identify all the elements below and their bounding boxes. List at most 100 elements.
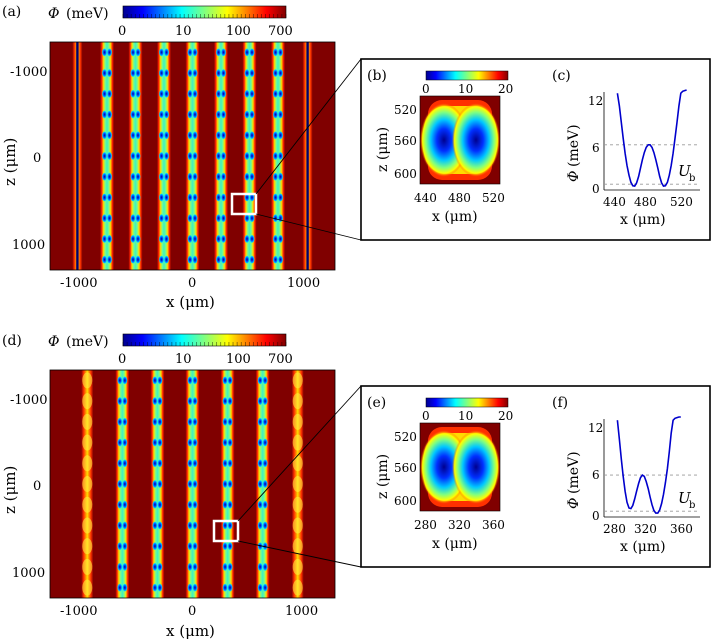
- potential-well: [187, 417, 193, 427]
- potential-well: [192, 438, 198, 447]
- potential-well: [130, 110, 136, 119]
- ytick-label: 1000: [12, 566, 45, 581]
- potential-well: [101, 89, 108, 99]
- edge-blob: [82, 558, 93, 575]
- potential-well: [101, 172, 108, 181]
- y-axis-unit: (meV): [566, 451, 582, 494]
- potential-well: [135, 131, 141, 140]
- ytick-label: 12: [588, 421, 603, 435]
- potential-well: [163, 48, 170, 57]
- potential-well: [249, 234, 255, 244]
- inset-frame-bottom: [360, 385, 711, 568]
- potential-well: [158, 172, 165, 181]
- potential-well: [272, 110, 279, 119]
- potential-well: [122, 459, 128, 468]
- potential-well: [101, 234, 108, 244]
- xtick-label: 480: [448, 191, 471, 205]
- y-axis-label: z (μm): [1, 466, 19, 514]
- potential-well: [192, 396, 198, 406]
- highlight-box: [212, 519, 240, 543]
- potential-well: [215, 48, 222, 57]
- potential-well: [157, 376, 163, 385]
- potential-well: [135, 172, 141, 181]
- colorbar-tick-label: 0: [118, 352, 126, 367]
- potential-well: [187, 255, 193, 264]
- colorbar-tick-label: 0: [118, 24, 126, 39]
- potential-well: [249, 255, 255, 264]
- potential-well: [262, 541, 268, 551]
- potential-well: [117, 479, 123, 489]
- potential-well: [272, 68, 279, 78]
- potential-well: [227, 521, 233, 530]
- potential-well: [277, 68, 284, 78]
- potential-well: [158, 110, 165, 119]
- potential-well: [215, 172, 222, 181]
- potential-well: [220, 110, 227, 119]
- potential-well: [135, 151, 141, 161]
- potential-curve: [616, 416, 681, 514]
- xtick-label: 0: [188, 604, 196, 619]
- potential-well: [130, 131, 136, 140]
- potential-well: [249, 89, 255, 99]
- potential-well: [277, 213, 284, 223]
- potential-well: [452, 103, 500, 177]
- xtick-label: 280: [603, 522, 626, 536]
- potential-well: [187, 521, 193, 530]
- potential-curve: [616, 89, 687, 187]
- potential-well: [277, 131, 284, 140]
- x-axis-label: x (μm): [432, 536, 478, 552]
- potential-well: [272, 151, 279, 161]
- potential-well: [220, 89, 227, 99]
- channel-edge-core: [76, 42, 79, 270]
- potential-well: [157, 562, 163, 572]
- zoom-connector-line: [237, 385, 362, 522]
- ytick-label: 560: [394, 134, 417, 148]
- potential-well: [222, 459, 228, 468]
- edge-blob: [82, 372, 93, 389]
- panel-a: (a) Φ (meV) 0 10 100 700 -1000 0 1000 -1…: [1, 4, 362, 311]
- xtick-label: -1000: [60, 604, 97, 619]
- panel-d: (d) Φ (meV) 0 10 100 700 -1000 0 1000 -1…: [1, 333, 362, 640]
- potential-well: [117, 396, 123, 406]
- potential-well: [227, 479, 233, 489]
- potential-well: [220, 68, 227, 78]
- potential-well: [101, 151, 108, 161]
- potential-well: [152, 396, 158, 406]
- xtick-label: 520: [670, 195, 693, 209]
- potential-well: [257, 459, 263, 468]
- potential-well: [262, 417, 268, 427]
- potential-well: [163, 213, 170, 223]
- potential-well: [249, 172, 255, 181]
- colorbar-inset: [425, 397, 509, 408]
- y-axis-label: Φ (meV): [566, 124, 582, 182]
- potential-well: [117, 376, 123, 385]
- potential-well: [187, 541, 193, 551]
- barrier-label-subscript: b: [689, 173, 695, 184]
- edge-blob: [82, 393, 93, 410]
- potential-well: [272, 234, 279, 244]
- potential-well: [130, 193, 136, 202]
- colorbar-ticks: [122, 342, 287, 346]
- potential-well: [187, 459, 193, 468]
- potential-well: [187, 151, 193, 161]
- potential-well: [192, 131, 198, 140]
- edge-blob: [82, 413, 93, 430]
- potential-well: [130, 255, 136, 264]
- potential-well: [227, 376, 233, 385]
- xtick-label: 1000: [285, 604, 318, 619]
- potential-well: [130, 172, 136, 181]
- edge-blob: [292, 496, 303, 513]
- potential-well: [187, 68, 193, 78]
- potential-well: [157, 396, 163, 406]
- potential-well: [192, 89, 198, 99]
- potential-well: [135, 193, 141, 202]
- ytick-label: 12: [588, 94, 603, 108]
- ytick-label: 0: [33, 479, 41, 494]
- potential-well: [220, 131, 227, 140]
- potential-well: [135, 110, 141, 119]
- potential-well: [222, 521, 228, 530]
- potential-well: [187, 479, 193, 489]
- potential-well: [163, 110, 170, 119]
- potential-well: [135, 255, 141, 264]
- potential-well: [192, 376, 198, 385]
